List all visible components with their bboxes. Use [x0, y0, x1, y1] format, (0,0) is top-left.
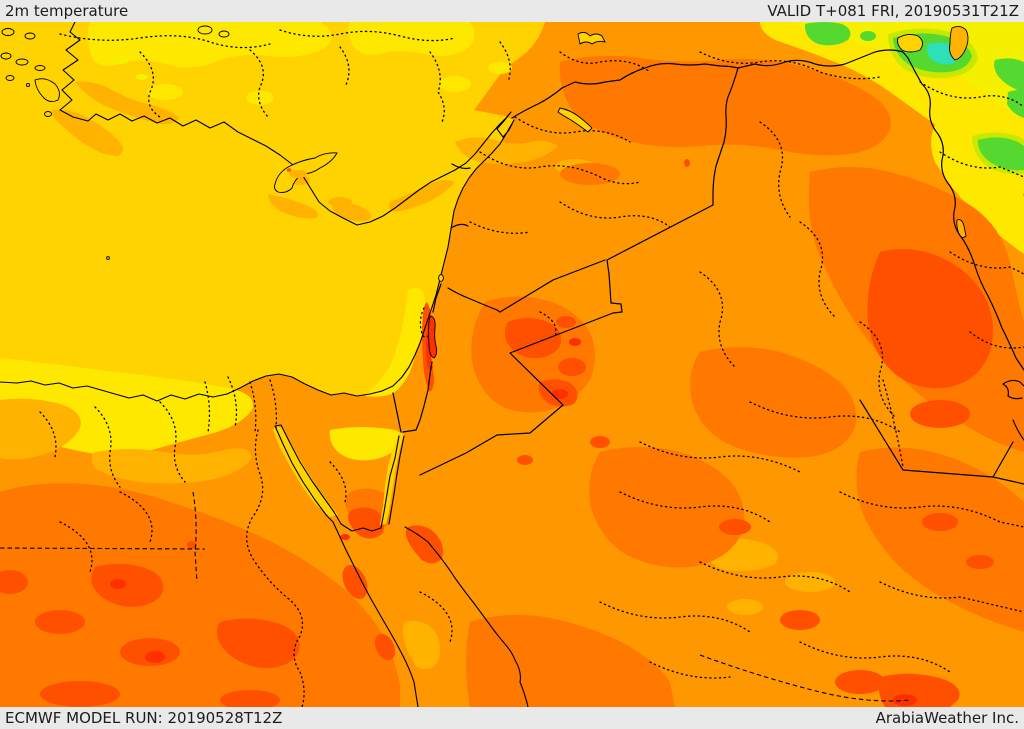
- rhodes: [34, 78, 60, 103]
- valid-time-label: VALID T+081 FRI, 20190531T21Z: [767, 2, 1019, 20]
- turkish-lake-2: [218, 30, 230, 38]
- admin-boundaries: [39, 29, 1024, 707]
- turkish-lake-1: [197, 25, 213, 35]
- border-syria-iraq-jordan-saudi: [419, 67, 739, 476]
- ataturk-reservoir: [577, 31, 606, 45]
- red-sea-east-coast: [404, 526, 529, 707]
- map-title: 2m temperature: [5, 2, 129, 20]
- islands: [0, 28, 338, 260]
- red-sea-west-coast: [332, 521, 419, 707]
- footer-bar: ECMWF MODEL RUN: 20190528T12Z ArabiaWeat…: [0, 707, 1024, 729]
- border-israel-egypt: [392, 392, 402, 433]
- model-run-label: ECMWF MODEL RUN: 20190528T12Z: [5, 709, 283, 727]
- red-sea-patch: [402, 620, 440, 670]
- dashed-boundaries: [0, 491, 911, 702]
- lake-van: [897, 33, 923, 53]
- map-canvas: [0, 22, 1024, 707]
- border-turkey-syria-iraq-iran: [511, 49, 1024, 371]
- border-lebanon: [450, 163, 471, 229]
- lakes: [197, 25, 969, 359]
- gulf-of-aqaba-coast: [380, 435, 405, 529]
- persian-gulf-coast: [1002, 379, 1024, 441]
- coastlines: [0, 22, 1024, 707]
- country-borders: [392, 49, 1024, 485]
- dead-sea: [428, 315, 438, 359]
- nile-river: [246, 429, 305, 707]
- temperature-field: [0, 22, 1024, 707]
- lake-urmia: [949, 25, 969, 61]
- kuwait-outline: [1002, 383, 1023, 400]
- border-iraq-saudi-kuwait: [859, 399, 1024, 485]
- gulf-of-suez-coast: [274, 424, 342, 525]
- sinai-south-coast: [340, 523, 382, 532]
- header-bar: 2m temperature VALID T+081 FRI, 20190531…: [0, 0, 1024, 22]
- border-jordan-valley: [402, 283, 442, 433]
- map-area: [0, 22, 1024, 707]
- border-syria-jordan: [447, 259, 606, 313]
- mediterranean-coast: [0, 22, 515, 402]
- brand-label: ArabiaWeather Inc.: [875, 709, 1019, 727]
- sea-of-galilee: [438, 274, 444, 282]
- lake-assad: [557, 107, 593, 133]
